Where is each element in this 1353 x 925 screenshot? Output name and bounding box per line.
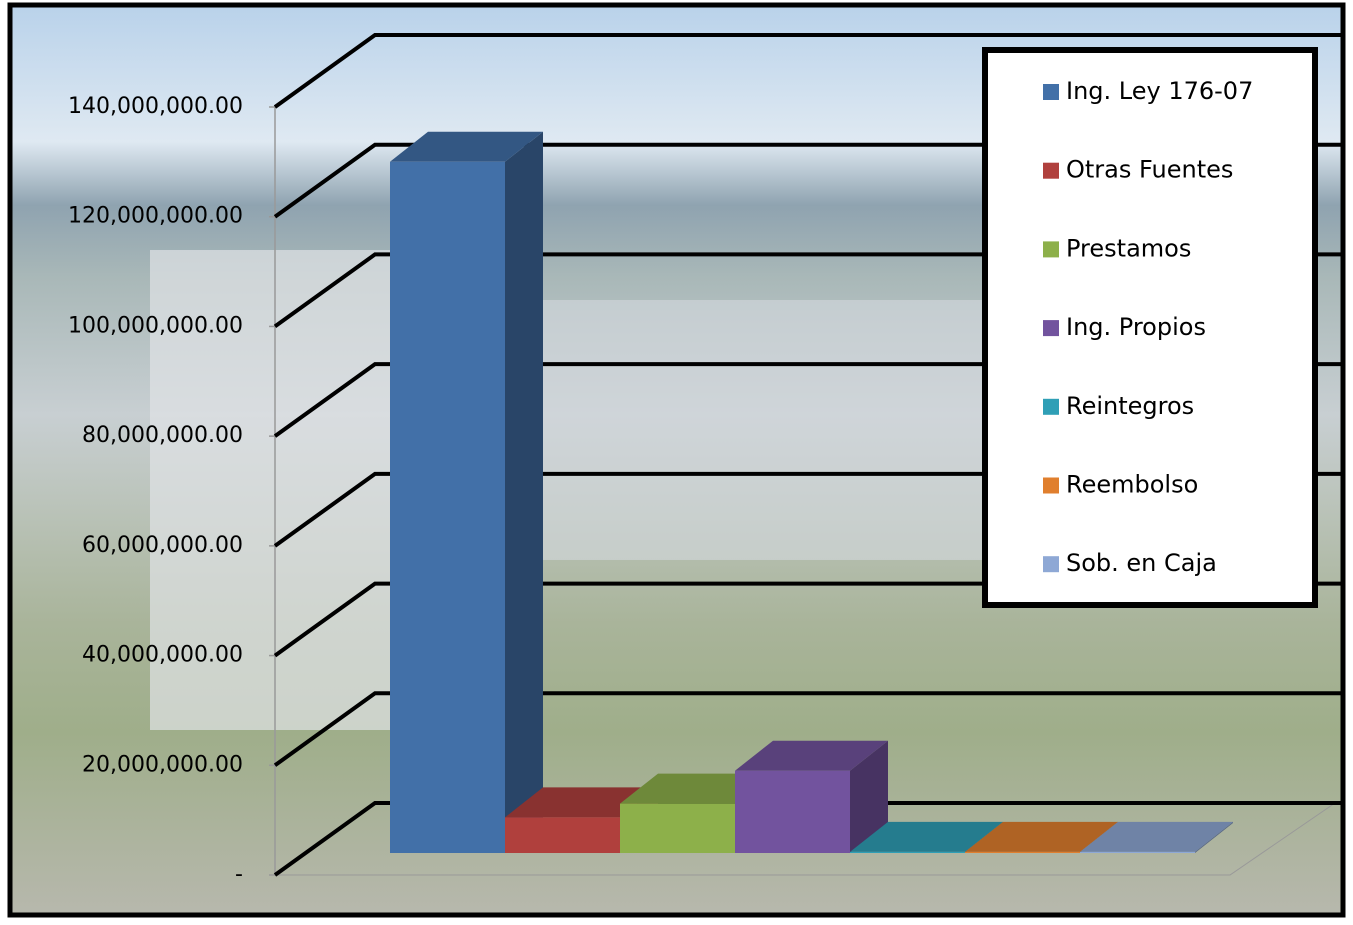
- y-tick-label: -: [235, 862, 243, 887]
- legend-swatch: [1043, 84, 1059, 100]
- bar: [850, 852, 965, 853]
- legend-label: Prestamos: [1066, 234, 1191, 262]
- legend-swatch: [1043, 241, 1059, 257]
- y-tick-label: 80,000,000.00: [82, 423, 243, 448]
- legend-swatch: [1043, 320, 1059, 336]
- y-tick-label: 20,000,000.00: [82, 752, 243, 777]
- legend: Ing. Ley 176-07 Otras Fuentes Prestamos Ing…: [985, 50, 1315, 605]
- y-tick-label: 100,000,000.00: [68, 313, 243, 338]
- legend-label: Sob. en Caja: [1066, 549, 1217, 577]
- legend-swatch: [1043, 163, 1059, 179]
- legend-label: Reintegros: [1066, 392, 1194, 420]
- legend-label: Otras Fuentes: [1066, 156, 1233, 184]
- y-tick-label: 40,000,000.00: [82, 643, 243, 668]
- y-tick-label: 140,000,000.00: [68, 94, 243, 119]
- legend-swatch: [1043, 478, 1059, 494]
- y-tick-label: 60,000,000.00: [82, 533, 243, 558]
- bar: [620, 804, 735, 853]
- legend-label: Reembolso: [1066, 471, 1198, 499]
- legend-label: Ing. Propios: [1066, 313, 1206, 341]
- bar: [505, 817, 620, 853]
- bar: [735, 771, 850, 853]
- y-tick-label: 120,000,000.00: [68, 204, 243, 229]
- bar: [1080, 852, 1195, 853]
- page: - 20,000,000.00 40,000,000.00 60,000,000.00…: [0, 0, 1353, 921]
- bar: [390, 162, 505, 853]
- legend-swatch: [1043, 556, 1059, 572]
- bar-side: [505, 132, 543, 853]
- legend-label: Ing. Ley 176-07: [1066, 77, 1253, 105]
- chart: - 20,000,000.00 40,000,000.00 60,000,000.00…: [0, 0, 1353, 921]
- bar: [965, 852, 1080, 853]
- legend-swatch: [1043, 399, 1059, 415]
